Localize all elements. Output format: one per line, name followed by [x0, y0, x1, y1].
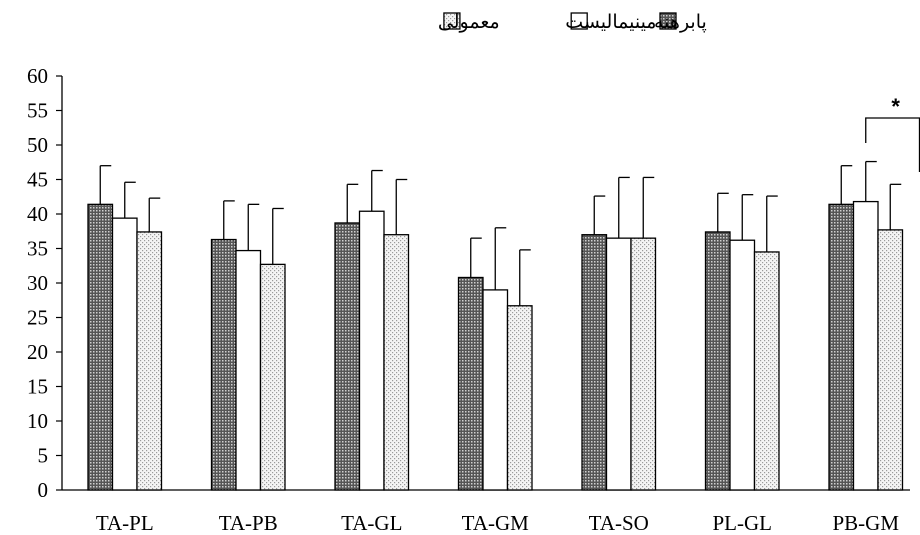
bar [87, 203, 114, 491]
x-tick-label: TA-GM [462, 511, 529, 535]
bar [457, 276, 484, 491]
legend-label: معمولی [438, 11, 500, 33]
y-tick-label: 15 [27, 375, 48, 399]
y-tick-label: 45 [27, 168, 48, 192]
y-tick-label: 20 [27, 340, 48, 364]
y-tick-label: 25 [27, 306, 48, 330]
x-tick-label: TA-PB [219, 511, 278, 535]
bar [506, 305, 533, 491]
bars [87, 200, 904, 491]
bar [482, 289, 509, 491]
legend-label: پابرهنه [654, 11, 707, 33]
x-tick-label: TA-GL [341, 511, 402, 535]
y-tick-label: 40 [27, 202, 48, 226]
bar [111, 217, 138, 491]
x-tick-label: TA-PL [96, 511, 154, 535]
bar [828, 203, 855, 491]
y-tick-label: 10 [27, 409, 48, 433]
bar [581, 234, 608, 491]
y-tick-label: 55 [27, 99, 48, 123]
y-tick-label: 35 [27, 237, 48, 261]
x-tick-label: PB-GM [832, 511, 899, 535]
bar [383, 234, 410, 491]
x-tick-label: TA-SO [589, 511, 649, 535]
y-tick-label: 5 [38, 444, 49, 468]
significance-bracket [865, 117, 920, 172]
legend-swatch [443, 12, 461, 30]
y-tick-label: 60 [27, 64, 48, 88]
bar [235, 249, 262, 491]
bar [136, 231, 163, 491]
bar [605, 237, 632, 491]
y-tick-label: 0 [38, 478, 49, 502]
bar [334, 222, 361, 491]
legend-swatch [659, 12, 677, 30]
bar [852, 200, 879, 491]
bar [358, 210, 385, 491]
y-tick-label: 30 [27, 271, 48, 295]
legend-swatch [570, 12, 588, 30]
bar [210, 238, 237, 491]
bar [704, 231, 731, 491]
bar [630, 237, 657, 491]
bar [259, 263, 286, 491]
axes: 0 5 10 15 20 25 30 35 40 45 50 55 60 TA-PL TA-PB TA-GL T… [27, 64, 910, 535]
annotations: * [865, 94, 920, 172]
bar [729, 239, 756, 491]
bar [877, 229, 904, 491]
bar [753, 251, 780, 491]
significance-star: * [891, 94, 900, 119]
legend-label: مینیمالیست [565, 11, 656, 33]
y-tick-label: 50 [27, 133, 48, 157]
x-tick-label: PL-GL [713, 511, 773, 535]
error-bars [99, 160, 902, 306]
